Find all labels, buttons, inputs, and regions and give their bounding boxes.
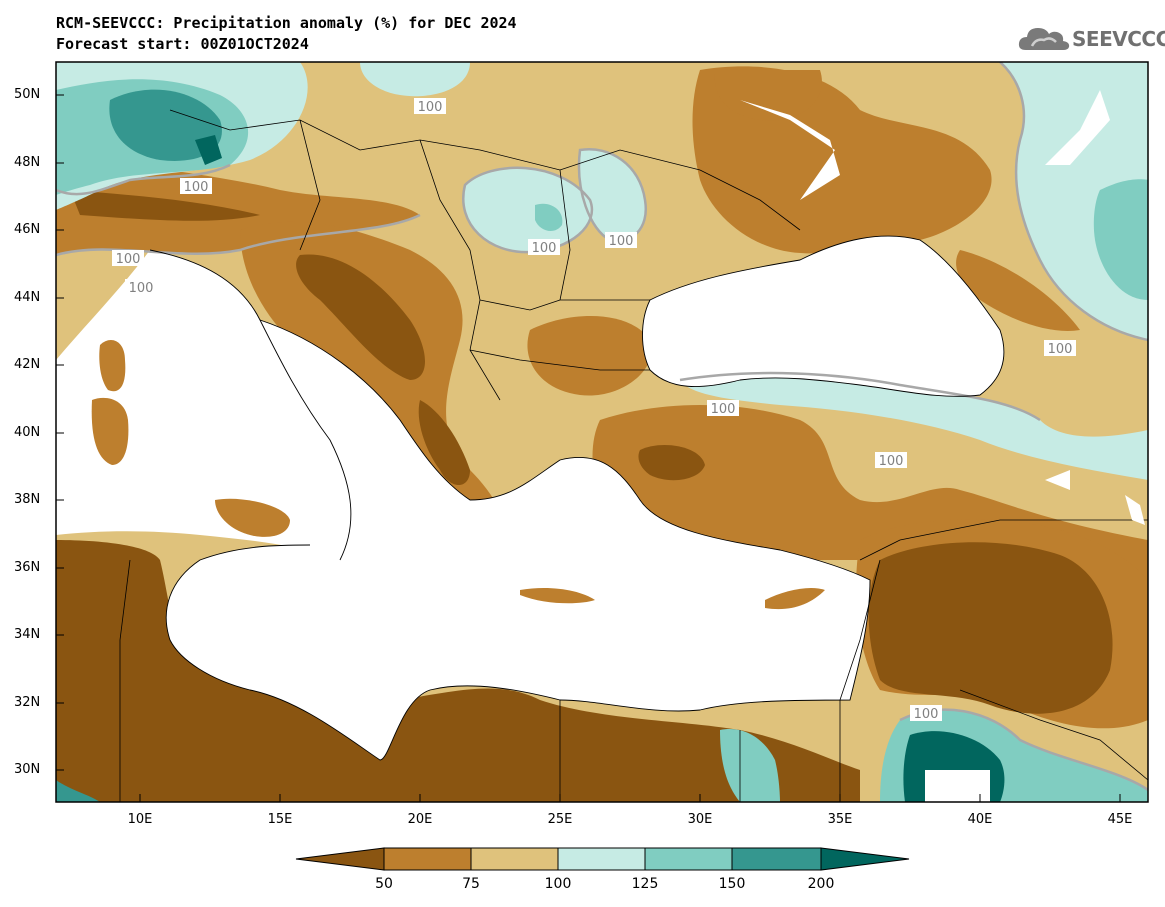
lon-tick-label: 10E	[127, 812, 153, 827]
coastlines	[149, 235, 1005, 761]
lon-tick-label: 30E	[687, 812, 713, 827]
lon-tick-label: 40E	[967, 812, 993, 827]
lon-tick-label: 20E	[407, 812, 433, 827]
lat-tick-label: 40N	[14, 425, 41, 440]
colorbar-label: 75	[462, 876, 480, 892]
contour-label: 100	[532, 241, 557, 256]
contour-label: 100	[116, 252, 141, 267]
contour-label: 100	[914, 707, 939, 722]
contour-label: 100	[1048, 342, 1073, 357]
contour-label: 100	[129, 281, 154, 296]
contour-label: 100	[184, 180, 209, 195]
forecast-start-label: Forecast start: 00Z01OCT2024	[56, 35, 309, 53]
country-borders	[119, 109, 1148, 802]
map-title: RCM-SEEVCCC: Precipitation anomaly (%) f…	[56, 14, 517, 32]
lon-tick-label: 45E	[1107, 812, 1133, 827]
lat-tick-label: 48N	[14, 155, 41, 170]
axis-ticks	[56, 94, 1121, 802]
central-eastern-med-sea	[166, 320, 870, 760]
western-med-sea	[56, 250, 351, 560]
lon-tick-label: 15E	[267, 812, 293, 827]
contour-label: 100	[879, 454, 904, 469]
colorbar	[295, 847, 910, 871]
lat-tick-label: 46N	[14, 222, 41, 237]
lon-tick-label: 35E	[827, 812, 853, 827]
seevccc-logo: SEEVCCC	[1018, 22, 1165, 56]
lon-tick-label: 25E	[547, 812, 573, 827]
lat-tick-label: 36N	[14, 560, 41, 575]
cloud-icon	[1018, 28, 1070, 50]
colorbar-label: 100	[544, 876, 572, 892]
lat-tick-label: 32N	[14, 695, 41, 710]
colorbar-label: 50	[375, 876, 393, 892]
syria-iraq-very-dry	[868, 542, 1113, 714]
colorbar-label: 150	[718, 876, 746, 892]
logo-text: SEEVCCC	[1072, 27, 1165, 51]
hungary-wet	[463, 167, 592, 253]
north-africa-very-dry	[56, 540, 860, 802]
lat-tick-label: 38N	[14, 492, 41, 507]
anomaly-field	[56, 62, 1148, 802]
lat-tick-label: 34N	[14, 627, 41, 642]
contour-label: 100	[711, 402, 736, 417]
black-sea	[642, 236, 1004, 397]
map-frame	[55, 61, 1149, 803]
colorbar-label: 125	[631, 876, 659, 892]
lat-tick-label: 50N	[14, 87, 41, 102]
contour-label: 100	[418, 100, 443, 115]
lat-tick-label: 44N	[14, 290, 41, 305]
contour-labels: 100 100 100 100 100 100 100 100 100 100	[112, 98, 1076, 722]
alps-very-dry	[70, 190, 260, 221]
lat-tick-label: 30N	[14, 762, 41, 777]
contour-label: 100	[609, 234, 634, 249]
lat-tick-label: 42N	[14, 357, 41, 372]
colorbar-label: 200	[807, 876, 835, 892]
